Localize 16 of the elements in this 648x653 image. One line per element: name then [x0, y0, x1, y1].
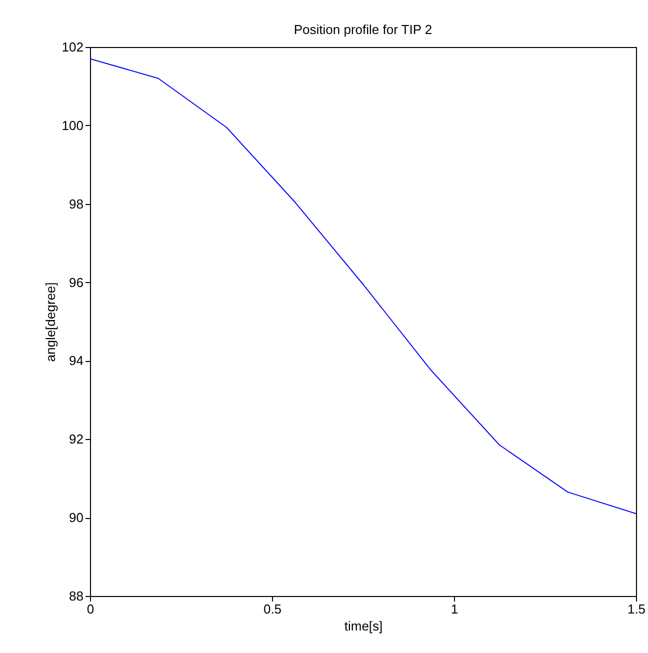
- y-tick-label: 100: [62, 118, 84, 133]
- y-tick-label: 88: [69, 588, 84, 604]
- y-tick-label: 90: [69, 510, 84, 526]
- y-axis-title: angle[degree]: [42, 282, 58, 362]
- chart-title: Position profile for TIP 2: [294, 22, 432, 37]
- y-tick-label: 92: [69, 432, 84, 447]
- y-tick-label: 102: [62, 40, 84, 54]
- y-tick-label: 96: [69, 274, 84, 290]
- y-tick-label: 98: [69, 196, 84, 212]
- x-tick-label: 1: [450, 602, 458, 616]
- x-tick-label: 0: [86, 602, 94, 616]
- y-tick-label: 94: [69, 353, 84, 368]
- x-axis-title: time[s]: [344, 618, 383, 634]
- line-series: [90, 58, 636, 514]
- x-tick-label: 0.5: [263, 602, 282, 616]
- x-tick-label: 1.5: [627, 602, 646, 616]
